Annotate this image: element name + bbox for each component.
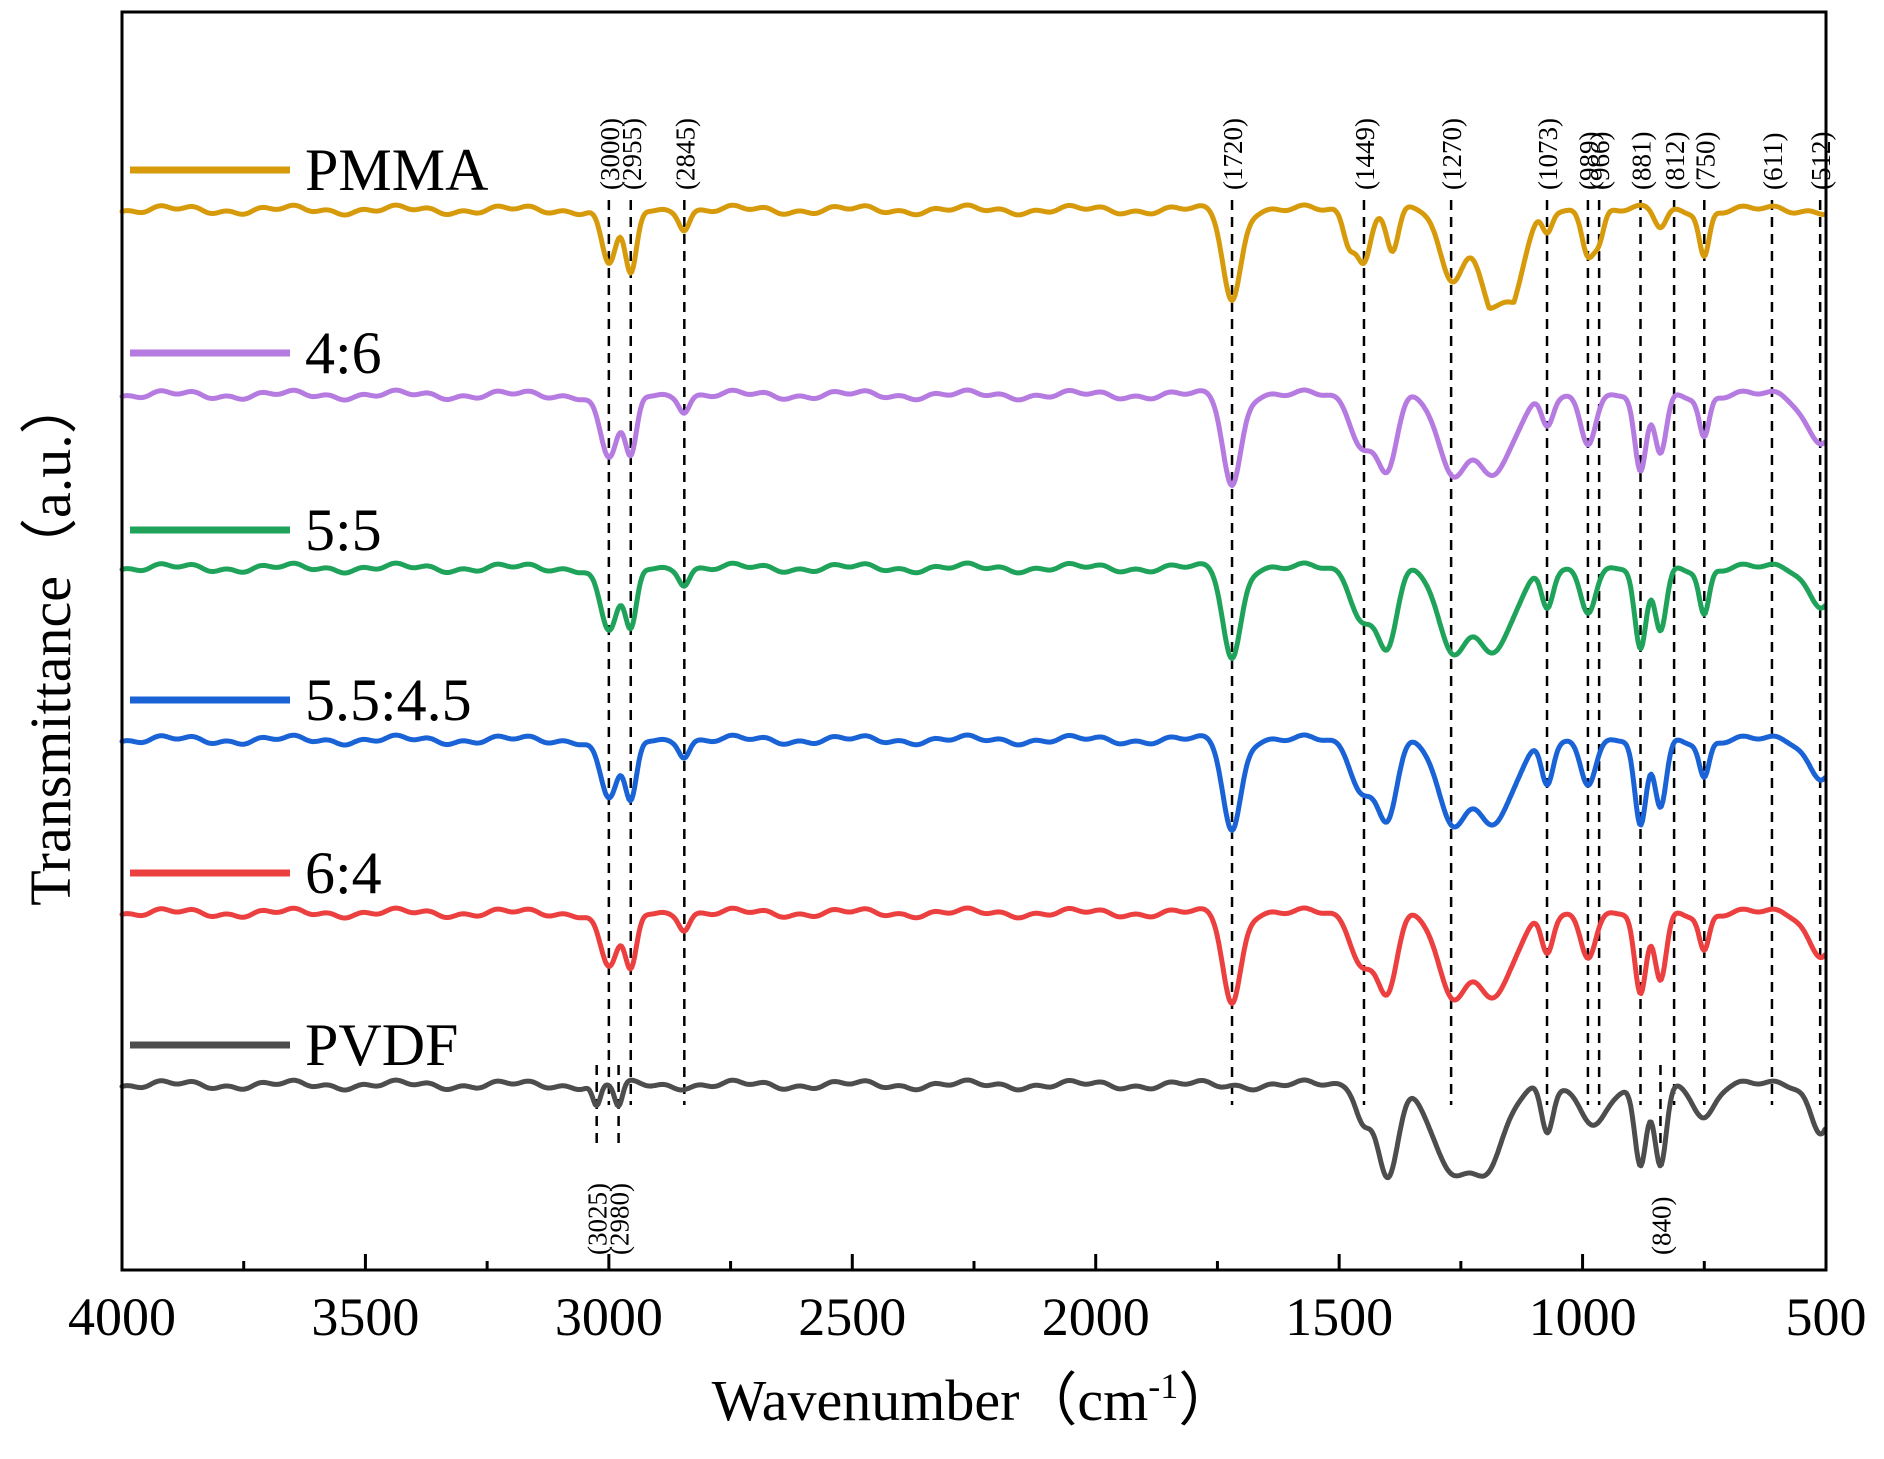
peak-label: (750) bbox=[1690, 132, 1720, 190]
peak-label: (989) bbox=[1574, 132, 1604, 190]
peak-label: (2980) bbox=[605, 1183, 635, 1255]
peak-label: (881) bbox=[1627, 132, 1657, 190]
x-tick-label: 2000 bbox=[1042, 1287, 1150, 1347]
x-tick-label: 3500 bbox=[311, 1287, 419, 1347]
y-axis-title: Transmittance（a.u.） bbox=[18, 376, 83, 905]
peak-label: (840) bbox=[1646, 1197, 1676, 1255]
peak-label: (966) bbox=[1585, 132, 1615, 190]
x-tick-label: 3000 bbox=[555, 1287, 663, 1347]
legend: PMMA 4:6 5:5 5.5:4.5 6:4 PVDF bbox=[130, 137, 488, 1078]
peak-label: (3000) bbox=[595, 118, 625, 190]
x-tick-label: 2500 bbox=[798, 1287, 906, 1347]
peak-marker-group: (3000)(2955) (2845) (1720) (1449) (1270) (107… bbox=[583, 118, 1836, 1255]
series-line-pvdf bbox=[119, 1077, 1828, 1181]
peak-label: (1073) bbox=[1533, 118, 1563, 190]
x-tick-label: 500 bbox=[1786, 1287, 1867, 1347]
x-tick-label: 1000 bbox=[1529, 1287, 1637, 1347]
series-line-pmma bbox=[119, 202, 1828, 311]
x-tick-label: 4000 bbox=[68, 1287, 176, 1347]
legend-label: 6:4 bbox=[305, 840, 382, 906]
series-line-4-6 bbox=[119, 387, 1828, 488]
series-group bbox=[119, 202, 1828, 1181]
x-axis-title: Wavenumber（cm-1） bbox=[712, 1366, 1237, 1433]
series-line-5-5-4-5 bbox=[119, 732, 1828, 833]
legend-label: 4:6 bbox=[305, 320, 382, 386]
x-axis-ticks: 4000 3500 3000 2500 2000 1500 1000 500 bbox=[68, 1254, 1867, 1347]
x-tick-label: 1500 bbox=[1285, 1287, 1393, 1347]
legend-label: 5:5 bbox=[305, 497, 382, 563]
legend-label: PMMA bbox=[305, 137, 488, 203]
peak-label: (3025) bbox=[583, 1183, 613, 1255]
peak-label: (1720) bbox=[1218, 118, 1248, 190]
peak-label: (611) bbox=[1758, 133, 1788, 190]
peak-label: (1270) bbox=[1437, 118, 1467, 190]
series-line-5-5 bbox=[119, 560, 1828, 661]
peak-label: (512) bbox=[1806, 132, 1836, 190]
peak-label: (1449) bbox=[1350, 118, 1380, 190]
series-line-6-4 bbox=[119, 905, 1828, 1006]
legend-label: 5.5:4.5 bbox=[305, 667, 472, 733]
peak-label: (2845) bbox=[670, 118, 700, 190]
legend-label: PVDF bbox=[305, 1012, 458, 1078]
peak-label: (812) bbox=[1660, 132, 1690, 190]
peak-label: (2955) bbox=[617, 118, 647, 190]
